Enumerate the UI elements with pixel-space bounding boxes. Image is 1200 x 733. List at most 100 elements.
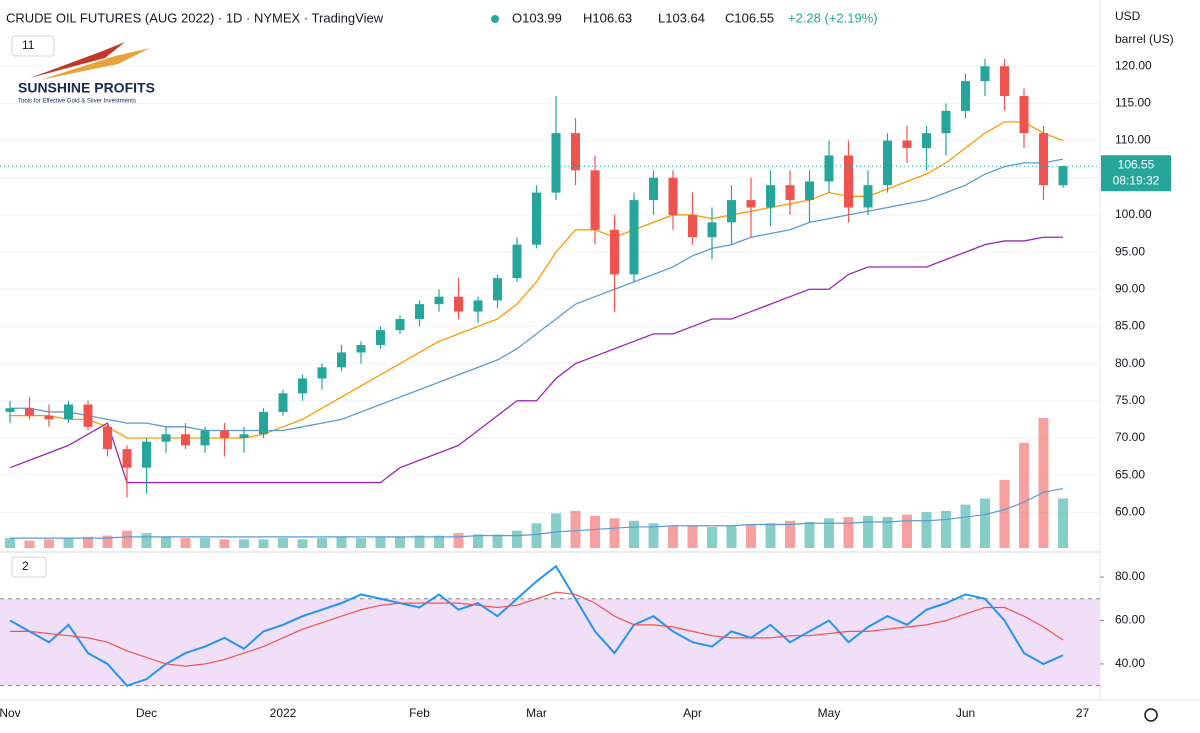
candle-body	[44, 415, 54, 420]
volume-bar	[941, 510, 951, 548]
plot: Nov Dec 2022 Feb Mar Apr May Jun 27	[0, 58, 1104, 720]
candle-body	[25, 408, 34, 416]
candle-body	[1058, 166, 1068, 186]
gear[interactable]	[1144, 708, 1158, 722]
y-tick-label: 120.00	[1115, 58, 1152, 72]
candle-body	[5, 408, 15, 412]
x-tick-label: Jun	[956, 706, 975, 720]
ohlc-open: O103.99	[512, 10, 562, 25]
volume-bar	[258, 539, 269, 548]
volume-bar	[297, 539, 308, 548]
volume-bar	[5, 538, 15, 548]
ohlc-high: H106.63	[583, 10, 632, 25]
y-tick-label: 75.00	[1115, 393, 1145, 407]
candle-body	[181, 434, 190, 446]
y-tick-label: 60.00	[1115, 504, 1145, 518]
candle-body	[688, 214, 697, 238]
candle-body	[824, 155, 834, 182]
candle-body	[142, 441, 151, 468]
candle-body	[83, 404, 93, 427]
volume-bar	[512, 530, 522, 548]
volume-bar	[24, 540, 35, 548]
volume-bar	[980, 498, 990, 548]
candle-body	[746, 200, 756, 208]
volume-bar	[960, 504, 971, 548]
y-tick-label: 110.00	[1115, 133, 1151, 147]
volume-bar	[434, 535, 444, 548]
volume-bar	[200, 538, 210, 548]
candle-body	[415, 304, 424, 320]
rsi-line	[10, 591, 1064, 667]
candle-body	[590, 170, 600, 230]
volume-bar	[180, 538, 191, 548]
x-tick-label: Nov	[0, 706, 21, 720]
indicators-toggle[interactable]	[11, 35, 55, 57]
candle-body	[727, 200, 736, 223]
pane-count[interactable]: 2	[22, 559, 29, 573]
volume-bar	[83, 536, 93, 548]
pane-toggle[interactable]	[11, 556, 47, 578]
y-tick-label: 100.00	[1115, 207, 1152, 221]
logo-swoosh	[40, 48, 150, 80]
volume-bar	[882, 517, 893, 548]
rsi-band	[0, 598, 1100, 686]
settings-icon[interactable]	[1144, 708, 1158, 722]
candle-body	[863, 185, 873, 208]
currency[interactable]: USD	[1115, 9, 1141, 23]
volume-bar	[687, 525, 698, 548]
candle-body	[941, 110, 951, 134]
overlay-line	[9, 236, 1063, 484]
y-tick-label: 70.00	[1115, 430, 1145, 444]
indicators-count[interactable]: 11	[22, 38, 35, 52]
candle-body	[902, 140, 912, 149]
ohlc-low: L103.64	[658, 10, 705, 25]
volume-ma	[10, 487, 1064, 539]
volume-bar	[414, 535, 425, 548]
candle-body	[122, 449, 132, 468]
volume-bar	[531, 523, 542, 548]
volume-bar	[141, 533, 152, 548]
candle-body	[337, 352, 346, 368]
volume-bar	[765, 523, 776, 548]
candle-body	[610, 229, 619, 275]
candle-body	[649, 177, 658, 201]
x-tick-label: Apr	[683, 706, 702, 720]
volume-bar	[473, 534, 483, 548]
symbol-title: CRUDE OIL FUTURES (AUG 2022) · 1D · NYME…	[6, 10, 384, 25]
candle-body	[64, 404, 73, 420]
candle-body	[493, 278, 502, 301]
volume-bar	[726, 525, 737, 548]
y-tick-label: 95.00	[1115, 244, 1145, 258]
candle-body	[766, 185, 775, 208]
candle-body	[961, 81, 970, 111]
ohlc-close: C106.55	[725, 10, 774, 25]
candle-body	[239, 434, 249, 438]
candle-body	[980, 66, 990, 82]
volume-bar	[1058, 498, 1068, 548]
volume-bar	[492, 534, 503, 548]
volume-bar	[921, 512, 932, 548]
candle-body	[259, 411, 268, 435]
volume-bar	[999, 479, 1010, 548]
y-tick-label: 65.00	[1115, 467, 1145, 481]
rsi-line	[9, 564, 1064, 687]
candle-body	[707, 222, 717, 238]
volume-bar	[317, 538, 327, 548]
candle-body	[103, 426, 112, 450]
volume-bar	[746, 524, 756, 548]
rsi-tick-label: 80.00	[1115, 569, 1145, 583]
status-dot	[491, 15, 499, 23]
y-tick-label: 90.00	[1115, 281, 1145, 295]
candle-body	[629, 200, 639, 275]
unit[interactable]: barrel (US)	[1115, 32, 1174, 46]
logo-name: SUNSHINE PROFITS	[18, 80, 155, 96]
volume-bar	[902, 514, 912, 548]
ohlc-change: +2.28 (+2.19%)	[788, 10, 878, 25]
candle-body	[844, 155, 853, 208]
candle-body	[376, 330, 385, 346]
candle-body	[278, 393, 288, 412]
candle-body	[883, 140, 892, 186]
candle-body	[922, 133, 931, 149]
volume-bar	[356, 538, 366, 548]
volume-bar	[804, 522, 815, 548]
